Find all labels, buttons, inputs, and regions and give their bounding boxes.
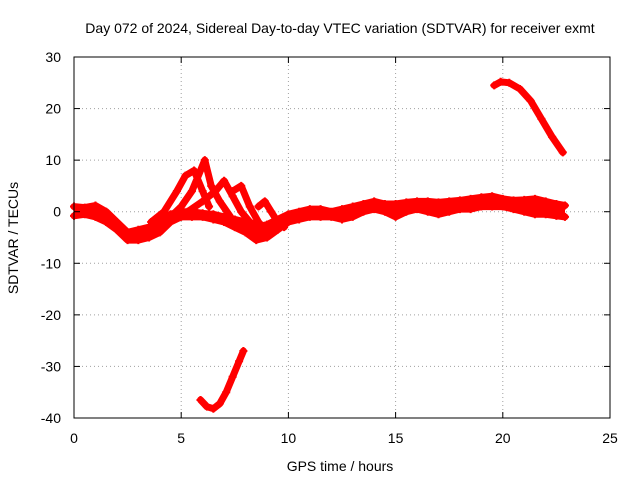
series-line xyxy=(197,347,247,413)
data-point xyxy=(235,357,244,366)
y-tick-label: -40 xyxy=(41,410,61,426)
data-point xyxy=(211,187,220,196)
y-tick-label: 20 xyxy=(45,101,61,117)
data-point xyxy=(198,187,207,196)
y-tick-label: -10 xyxy=(41,255,61,271)
x-tick-label: 20 xyxy=(495,430,511,446)
x-axis-label: GPS time / hours xyxy=(287,458,394,474)
data-point xyxy=(187,187,196,196)
x-tick-label: 15 xyxy=(388,430,404,446)
series-spike-1 xyxy=(147,166,214,227)
y-tick-label: 30 xyxy=(45,49,61,65)
plot-frame xyxy=(73,56,611,419)
data-point xyxy=(181,171,190,180)
x-tick-label: 25 xyxy=(602,430,618,446)
data-point xyxy=(526,96,535,105)
axis-ticks: 0 5 10 15 20 25 -40 -30 -20 -10 0 10 20 30 xyxy=(41,49,618,446)
data-point xyxy=(222,388,231,397)
data-point xyxy=(209,404,218,413)
y-tick-label: 0 xyxy=(53,204,61,220)
data-point xyxy=(490,81,499,90)
data-point xyxy=(260,197,269,206)
x-tick-label: 0 xyxy=(70,430,78,446)
y-axis-label: SDTVAR / TECUs xyxy=(5,182,21,294)
data-point xyxy=(177,202,186,211)
data-point xyxy=(228,187,237,196)
data-point xyxy=(198,197,207,206)
series-line xyxy=(167,156,234,221)
data-point xyxy=(228,372,237,381)
series-line xyxy=(184,177,262,231)
y-tick-label: -30 xyxy=(41,358,61,374)
data-point xyxy=(160,207,169,216)
data-point xyxy=(496,77,505,86)
data-point xyxy=(200,156,209,165)
data-point xyxy=(147,218,156,227)
baseline-band xyxy=(74,196,565,241)
data-point xyxy=(215,197,224,206)
series-line xyxy=(490,78,567,156)
data-point xyxy=(254,218,263,227)
data-point xyxy=(254,202,263,211)
data-point xyxy=(202,402,211,411)
data-point xyxy=(558,148,567,157)
data-point xyxy=(237,207,246,216)
data-point xyxy=(172,187,181,196)
x-tick-label: 10 xyxy=(281,430,297,446)
x-tick-label: 5 xyxy=(177,430,185,446)
data-point xyxy=(196,166,205,175)
y-tick-label: -20 xyxy=(41,307,61,323)
data-point xyxy=(220,176,229,185)
data-point xyxy=(207,181,216,190)
data-series xyxy=(70,77,569,413)
data-point xyxy=(239,346,248,355)
data-point xyxy=(267,207,276,216)
data-point xyxy=(237,181,246,190)
y-tick-label: 10 xyxy=(45,152,61,168)
data-point xyxy=(515,84,524,93)
data-point xyxy=(205,202,214,211)
chart-title: Day 072 of 2024, Sidereal Day-to-day VTE… xyxy=(85,20,594,36)
data-point xyxy=(245,202,254,211)
series-spike-4 xyxy=(228,181,271,237)
series-arc-high xyxy=(490,77,567,157)
data-point xyxy=(196,395,205,404)
series-arc-low xyxy=(196,346,248,413)
data-point xyxy=(215,399,224,408)
data-point xyxy=(505,78,514,87)
data-point xyxy=(537,114,546,123)
data-point xyxy=(548,132,557,141)
